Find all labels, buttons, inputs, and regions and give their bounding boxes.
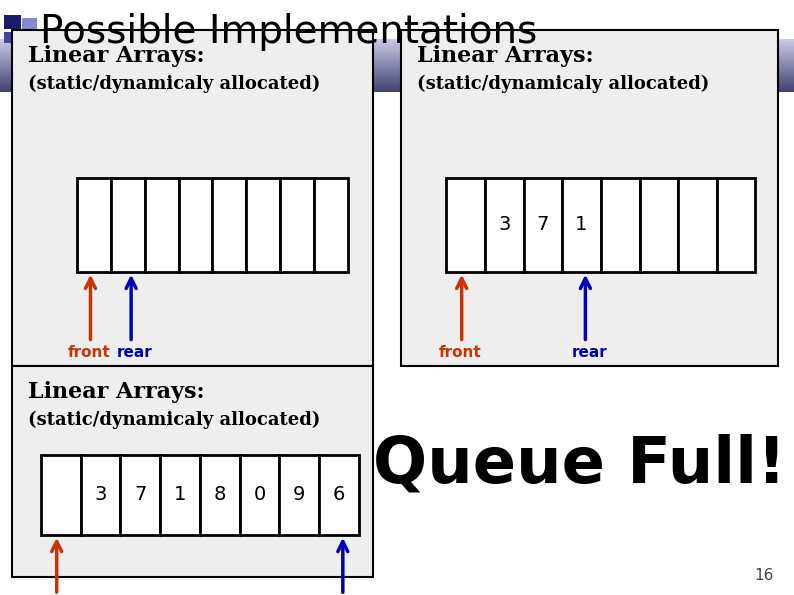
Bar bbox=[446, 178, 485, 272]
Text: 0: 0 bbox=[253, 486, 265, 505]
Bar bbox=[179, 178, 213, 272]
Text: 8: 8 bbox=[214, 486, 225, 505]
Text: 9: 9 bbox=[293, 486, 306, 505]
Text: 3: 3 bbox=[94, 486, 106, 505]
Bar bbox=[485, 178, 523, 272]
Bar bbox=[401, 30, 778, 366]
Text: Possible Implementations: Possible Implementations bbox=[40, 12, 537, 51]
Text: Linear Arrays:: Linear Arrays: bbox=[417, 45, 593, 67]
Bar bbox=[80, 455, 121, 535]
Bar bbox=[562, 178, 601, 272]
Bar bbox=[279, 455, 319, 535]
Text: 1: 1 bbox=[174, 486, 186, 505]
Bar bbox=[4, 15, 21, 29]
Bar bbox=[12, 30, 373, 366]
Text: 16: 16 bbox=[755, 568, 774, 583]
Bar bbox=[280, 178, 314, 272]
Text: 3: 3 bbox=[498, 215, 511, 234]
Bar bbox=[601, 178, 639, 272]
Bar bbox=[639, 178, 678, 272]
Text: front: front bbox=[438, 345, 481, 361]
Bar bbox=[200, 455, 240, 535]
Bar bbox=[240, 455, 279, 535]
Bar bbox=[4, 32, 18, 43]
Text: (static/dynamicaly allocated): (static/dynamicaly allocated) bbox=[28, 74, 320, 93]
Bar bbox=[12, 366, 373, 577]
Text: 7: 7 bbox=[537, 215, 549, 234]
Bar bbox=[22, 35, 32, 42]
Bar bbox=[40, 455, 80, 535]
Bar bbox=[319, 455, 359, 535]
Text: Linear Arrays:: Linear Arrays: bbox=[28, 45, 204, 67]
Text: 1: 1 bbox=[576, 215, 588, 234]
Text: 7: 7 bbox=[134, 486, 146, 505]
Text: 6: 6 bbox=[333, 486, 345, 505]
Text: front: front bbox=[67, 345, 110, 361]
Bar bbox=[160, 455, 200, 535]
Bar bbox=[213, 178, 246, 272]
Bar bbox=[246, 178, 280, 272]
Bar bbox=[111, 178, 145, 272]
Bar bbox=[121, 455, 160, 535]
Text: Linear Arrays:: Linear Arrays: bbox=[28, 381, 204, 403]
Bar bbox=[717, 178, 755, 272]
Text: (static/dynamicaly allocated): (static/dynamicaly allocated) bbox=[28, 411, 320, 429]
Bar bbox=[145, 178, 179, 272]
Text: Queue Full!: Queue Full! bbox=[373, 433, 786, 495]
Text: rear: rear bbox=[117, 345, 152, 361]
Text: (static/dynamicaly allocated): (static/dynamicaly allocated) bbox=[417, 74, 709, 93]
Text: rear: rear bbox=[572, 345, 607, 361]
Bar bbox=[678, 178, 717, 272]
Bar bbox=[77, 178, 111, 272]
Bar bbox=[314, 178, 348, 272]
Bar bbox=[22, 18, 37, 29]
Bar bbox=[523, 178, 562, 272]
